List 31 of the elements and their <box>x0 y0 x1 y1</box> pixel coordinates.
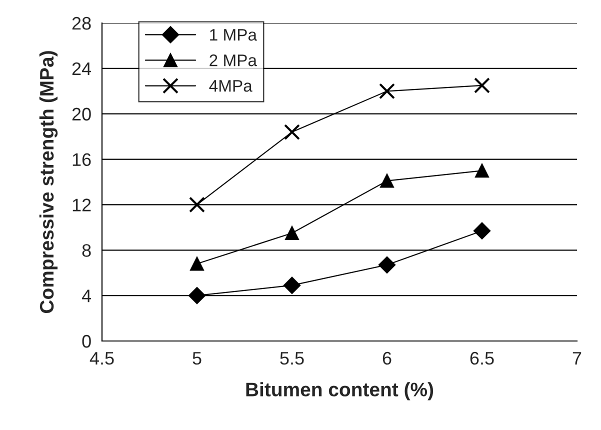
legend-label: 2 MPa <box>210 54 257 66</box>
y-tick-label: 24 <box>72 62 92 75</box>
point <box>378 256 396 274</box>
point <box>189 196 205 213</box>
x-tick-label: 5.5 <box>280 352 304 365</box>
y-axis-title: Compressive strength (MPa) <box>39 51 58 314</box>
y-tick-label: 16 <box>72 153 91 166</box>
point <box>190 256 204 271</box>
y-tick-label: 0 <box>82 334 91 348</box>
y-tick-label: 8 <box>82 244 91 257</box>
legend-label: 4MPa <box>209 80 252 92</box>
x-tick-label: 4.5 <box>90 352 114 365</box>
point <box>283 276 301 294</box>
y-tick-label: 12 <box>72 198 91 212</box>
point <box>188 287 206 304</box>
y-tick-label: 4 <box>82 290 92 302</box>
point <box>380 174 394 188</box>
point <box>285 226 299 240</box>
point <box>473 222 491 240</box>
x-tick-label: 6.5 <box>470 352 494 365</box>
x-axis-title: Bitumen content (%) <box>246 382 434 400</box>
point <box>475 164 489 178</box>
point <box>474 77 490 94</box>
x-tick-label: 5 <box>192 352 202 365</box>
x-tick-label: 6 <box>382 352 392 365</box>
y-tick-label: 20 <box>72 108 91 121</box>
y-tick-label: 28 <box>72 16 91 30</box>
point <box>379 83 395 100</box>
legend-label: 1 MPa <box>210 29 257 41</box>
point <box>284 124 300 140</box>
x-tick-label: 7 <box>572 352 582 364</box>
